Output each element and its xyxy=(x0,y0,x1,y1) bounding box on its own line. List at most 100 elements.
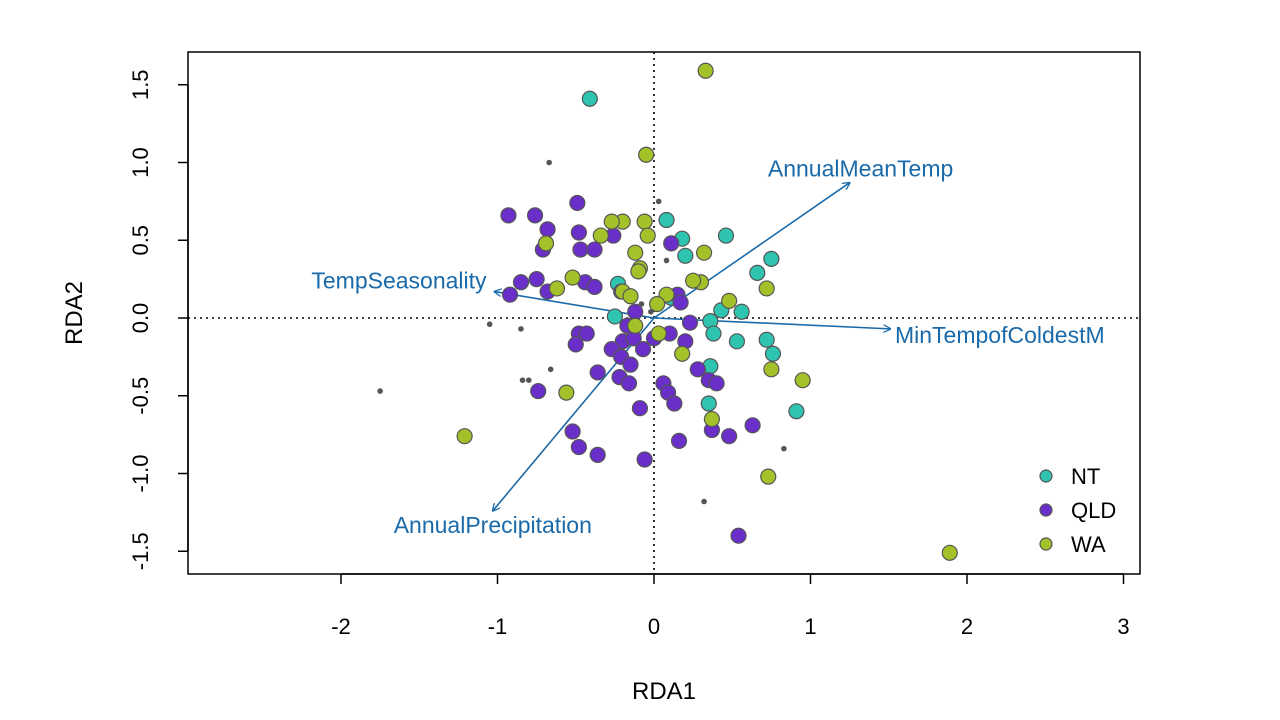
site-point-qld xyxy=(689,361,706,378)
site-point-qld xyxy=(567,336,584,353)
site-point-wa xyxy=(630,263,647,280)
site-point-qld xyxy=(572,241,589,258)
site-point-wa xyxy=(548,280,566,297)
y-axis: -1.5 -1.0 -0.5 0.0 0.5 1.0 1.5 xyxy=(128,69,189,570)
site-point-wa xyxy=(639,227,656,244)
site-point-wa xyxy=(537,235,555,252)
site-point-wa xyxy=(622,288,639,305)
site-point-qld xyxy=(721,428,738,445)
site-point-wa xyxy=(456,428,473,445)
site-point-nt xyxy=(606,308,623,325)
site-point-nt xyxy=(764,345,782,362)
site-point-qld xyxy=(586,278,603,295)
x-tick-label: 2 xyxy=(961,614,973,639)
site-point-wa xyxy=(650,325,667,342)
y-axis-title: RDA2 xyxy=(61,281,88,345)
site-point-qld xyxy=(663,235,680,252)
site-point-nt xyxy=(700,395,717,412)
legend-swatch-nt xyxy=(1039,469,1053,483)
site-point-wa xyxy=(794,372,811,389)
site-point-wa xyxy=(697,62,714,79)
site-point-qld xyxy=(631,400,649,417)
site-point-qld xyxy=(627,303,644,320)
site-point-qld xyxy=(512,274,530,291)
site-point-wa xyxy=(603,213,620,230)
site-point-qld xyxy=(570,438,587,456)
plot-area-frame xyxy=(187,51,1141,575)
legend-swatch-qld xyxy=(1039,503,1053,517)
site-point-wa xyxy=(703,410,721,428)
site-point-wa xyxy=(721,292,738,309)
site-point-qld xyxy=(744,417,761,434)
site-point-wa xyxy=(695,244,713,261)
species-point xyxy=(655,198,662,205)
site-point-nt xyxy=(763,250,780,268)
x-axis-title: RDA1 xyxy=(632,678,696,705)
site-point-qld xyxy=(569,194,586,212)
site-point-wa xyxy=(941,544,958,561)
site-point-qld xyxy=(636,451,653,468)
y-tick-label: 1.5 xyxy=(128,69,153,100)
site-point-qld xyxy=(528,271,545,288)
species-point xyxy=(701,498,707,505)
site-point-qld xyxy=(670,432,688,449)
site-point-qld xyxy=(589,364,606,381)
site-point-qld xyxy=(500,207,517,224)
site-point-qld xyxy=(666,395,683,412)
biplot-arrow-label: MinTempofColdestM xyxy=(895,322,1105,348)
species-point xyxy=(781,445,787,452)
site-point-qld xyxy=(634,341,652,358)
site-point-qld xyxy=(501,286,519,303)
site-point-wa xyxy=(636,213,653,230)
site-point-nt xyxy=(705,325,722,342)
legend-label-qld: QLD xyxy=(1071,498,1116,523)
species-point xyxy=(519,377,526,384)
site-point-qld xyxy=(708,375,725,392)
site-point-wa xyxy=(758,280,775,297)
biplot-arrow xyxy=(493,317,655,511)
site-point-qld xyxy=(570,224,587,241)
species-point xyxy=(518,326,524,332)
site-point-nt xyxy=(677,247,694,264)
y-tick-label: 0.5 xyxy=(128,225,153,256)
site-point-wa xyxy=(627,244,644,261)
x-tick-label: 3 xyxy=(1117,614,1129,639)
species-point xyxy=(547,366,554,373)
site-point-qld xyxy=(530,382,547,400)
biplot-arrow-label: AnnualMeanTemp xyxy=(768,156,953,182)
site-point-wa xyxy=(638,146,655,163)
site-point-wa xyxy=(763,361,780,378)
site-point-nt xyxy=(749,264,766,282)
site-point-nt xyxy=(658,211,675,229)
site-point-nt xyxy=(788,403,805,420)
biplot-arrow-labels: AnnualMeanTemp TempSeasonality MinTempofCo… xyxy=(311,156,1104,538)
site-points xyxy=(456,62,958,561)
site-point-qld xyxy=(672,294,689,311)
site-point-nt xyxy=(728,333,746,350)
site-point-qld xyxy=(730,527,747,544)
x-tick-label: -1 xyxy=(488,614,508,639)
site-point-qld xyxy=(622,356,639,373)
site-point-qld xyxy=(586,241,603,258)
site-point-wa xyxy=(674,345,691,362)
species-point xyxy=(526,377,532,384)
site-point-nt xyxy=(733,303,750,320)
x-axis: -2 -1 0 1 2 3 xyxy=(331,573,1130,639)
x-tick-label: 0 xyxy=(648,614,660,639)
site-point-wa xyxy=(760,468,777,485)
site-point-qld xyxy=(564,423,581,440)
y-tick-label: -1.5 xyxy=(128,532,153,570)
site-point-qld xyxy=(526,207,544,224)
site-point-wa xyxy=(558,384,575,401)
species-point xyxy=(663,257,670,264)
site-point-nt xyxy=(717,227,735,244)
y-tick-label: -1.0 xyxy=(128,455,153,493)
biplot-arrow xyxy=(653,183,850,319)
site-point-nt xyxy=(581,90,598,107)
site-point-wa xyxy=(627,317,644,334)
site-point-wa xyxy=(592,227,609,244)
species-point xyxy=(546,159,552,166)
site-point-wa xyxy=(649,295,666,313)
site-point-qld xyxy=(681,314,699,331)
